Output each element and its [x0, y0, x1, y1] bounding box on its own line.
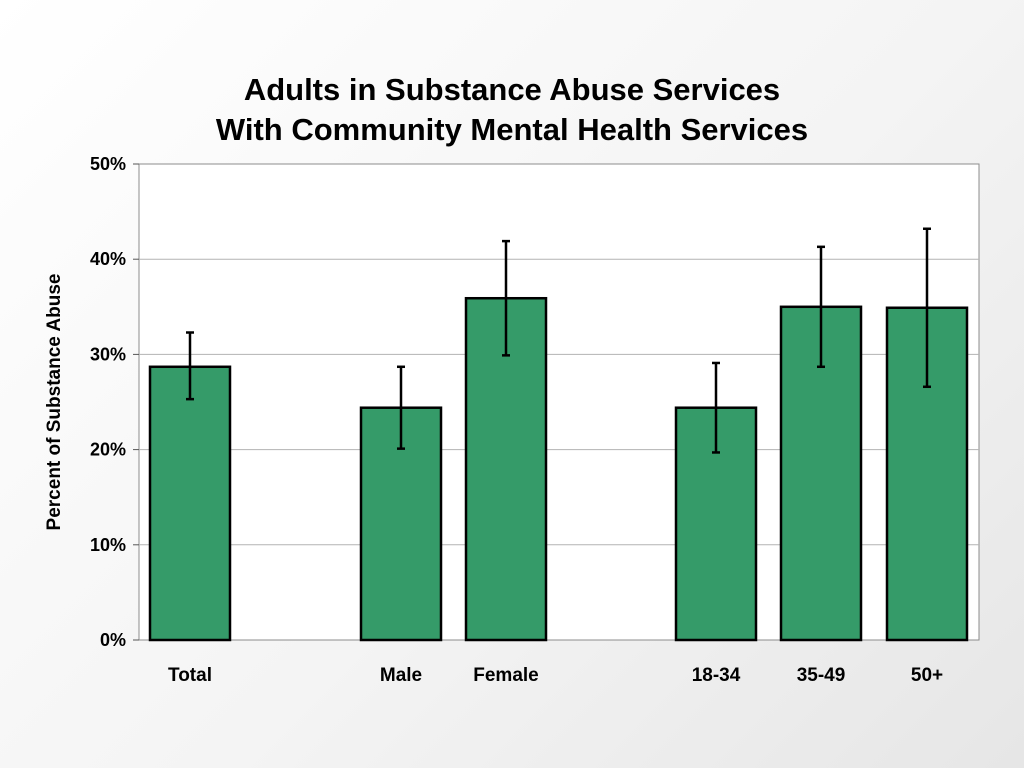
- category-label: Female: [473, 665, 538, 686]
- category-label: 50+: [911, 665, 943, 686]
- chart-title-line-1: Adults in Substance Abuse Services: [243, 72, 781, 107]
- category-label: Total: [168, 665, 212, 686]
- category-labels: Total Male Female 18-34 35-49 50+: [168, 665, 943, 686]
- error-bar: [923, 227, 931, 389]
- chart-title-line-2: With Community Mental Health Services: [215, 112, 809, 147]
- error-bar: [186, 331, 194, 401]
- y-tick-label: 20%: [90, 440, 126, 460]
- error-bar: [712, 361, 720, 454]
- error-bars: [186, 227, 931, 454]
- y-tick-label: 40%: [90, 249, 126, 269]
- y-tick-label: 30%: [90, 344, 126, 364]
- bar: [359, 406, 443, 642]
- category-label: 35-49: [797, 665, 846, 686]
- bar: [148, 365, 232, 642]
- category-label: Male: [380, 665, 422, 686]
- y-axis-title: Percent of Substance Abuse: [44, 274, 65, 531]
- category-label: 18-34: [692, 665, 741, 686]
- y-axis-ticks: 0% 10% 20% 30% 40% 50%: [90, 154, 139, 650]
- y-tick-label: 10%: [90, 535, 126, 555]
- y-tick-label: 50%: [90, 154, 126, 174]
- error-bar: [502, 239, 510, 357]
- error-bar: [397, 365, 405, 450]
- y-tick-label: 0%: [100, 630, 126, 650]
- error-bar: [817, 245, 825, 369]
- chart-title: Adults in Substance Abuse Services With …: [0, 70, 1024, 150]
